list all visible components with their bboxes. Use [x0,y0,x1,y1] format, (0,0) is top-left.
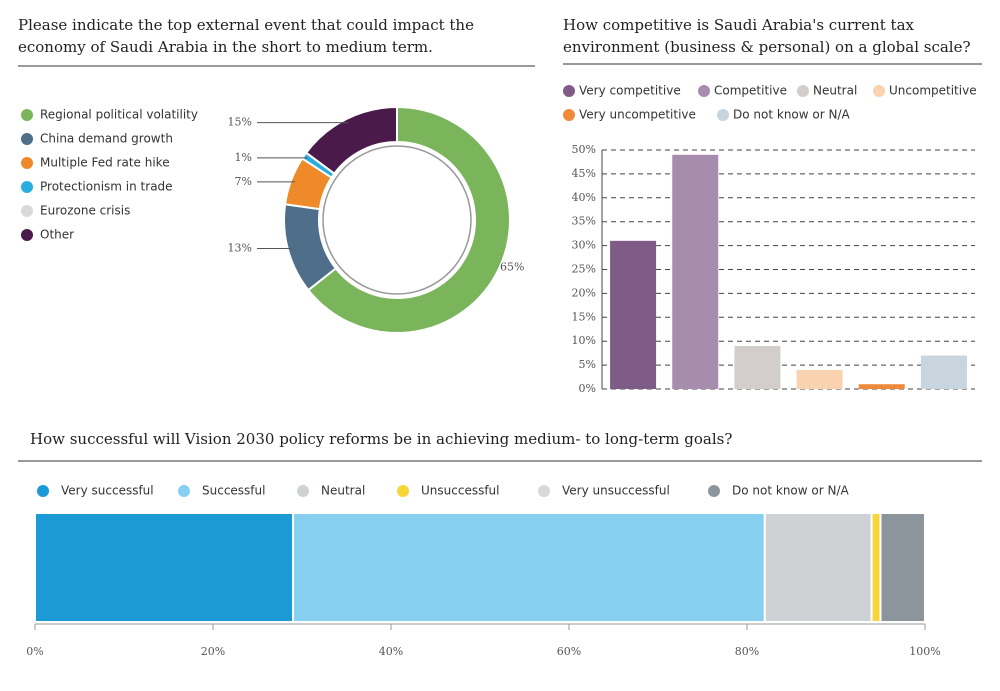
legend-swatch [21,205,33,217]
legend-label: Do not know or N/A [732,484,849,498]
bar [610,240,657,389]
legend-swatch [21,157,33,169]
legend-swatch [297,485,309,497]
legend-swatch [538,485,550,497]
data-label: 15% [228,116,252,129]
legend-swatch [698,85,710,97]
bar [734,345,781,389]
bar [796,369,843,389]
legend-label: Very unsuccessful [562,484,670,498]
x-tick-label: 60% [557,645,581,658]
y-tick-label: 5% [579,358,596,371]
inner-ring [322,145,472,295]
y-tick-label: 20% [572,286,596,299]
y-tick-label: 30% [572,239,596,252]
data-label: 1% [235,151,252,164]
donut-segment [306,105,511,334]
bar-segment [879,512,926,623]
legend-label: Very competitive [579,84,681,98]
legend-swatch [21,229,33,241]
legend-label: Uncompetitive [889,84,977,98]
x-tick-label: 40% [379,645,403,658]
legend-label: Neutral [321,484,365,498]
legend-label: Unsuccessful [421,484,500,498]
legend-swatch [563,85,575,97]
bar [858,384,905,389]
legend-swatch [708,485,720,497]
legend-label: Competitive [714,84,787,98]
legend-label: Do not know or N/A [733,108,850,122]
y-tick-label: 50% [572,143,596,156]
legend-swatch [21,133,33,145]
y-tick-label: 45% [572,167,596,180]
legend-swatch [37,485,49,497]
legend-swatch [21,181,33,193]
x-tick-label: 100% [909,645,940,658]
x-tick-label: 20% [201,645,225,658]
legend-label: Protectionism in trade [40,180,173,194]
bar [672,154,719,389]
chart-title: How competitive is Saudi Arabia's curren… [563,16,971,56]
bar-segment [870,512,882,623]
y-tick-label: 35% [572,215,596,228]
legend-label: China demand growth [40,132,173,146]
chart-title: How successful will Vision 2030 policy r… [30,430,733,448]
legend-swatch [717,109,729,121]
legend-label: Other [40,228,74,242]
legend-swatch [397,485,409,497]
legend-swatch [178,485,190,497]
legend-label: Regional political volatility [40,108,198,122]
legend-swatch [21,109,33,121]
legend-label: Successful [202,484,265,498]
legend-swatch [873,85,885,97]
y-tick-label: 0% [579,382,596,395]
bar-segment [34,512,295,623]
bar [920,355,967,389]
legend-label: Eurozone crisis [40,204,130,218]
data-label: 65% [500,261,524,274]
legend-swatch [797,85,809,97]
x-tick-label: 80% [735,645,759,658]
y-tick-label: 15% [572,310,596,323]
legend-swatch [563,109,575,121]
legend-label: Very uncompetitive [579,108,696,122]
legend-label: Very successful [61,484,154,498]
x-tick-label: 0% [26,645,43,658]
y-tick-label: 10% [572,334,596,347]
y-tick-label: 25% [572,263,596,276]
legend-label: Neutral [813,84,857,98]
chart-title: Please indicate the top external event t… [18,16,474,56]
data-label: 7% [235,175,252,188]
donut-segment [304,105,398,175]
bar-segment [292,512,766,623]
bar-segment [763,512,873,623]
data-label: 13% [228,241,252,254]
legend-label: Multiple Fed rate hike [40,156,170,170]
y-tick-label: 40% [572,191,596,204]
